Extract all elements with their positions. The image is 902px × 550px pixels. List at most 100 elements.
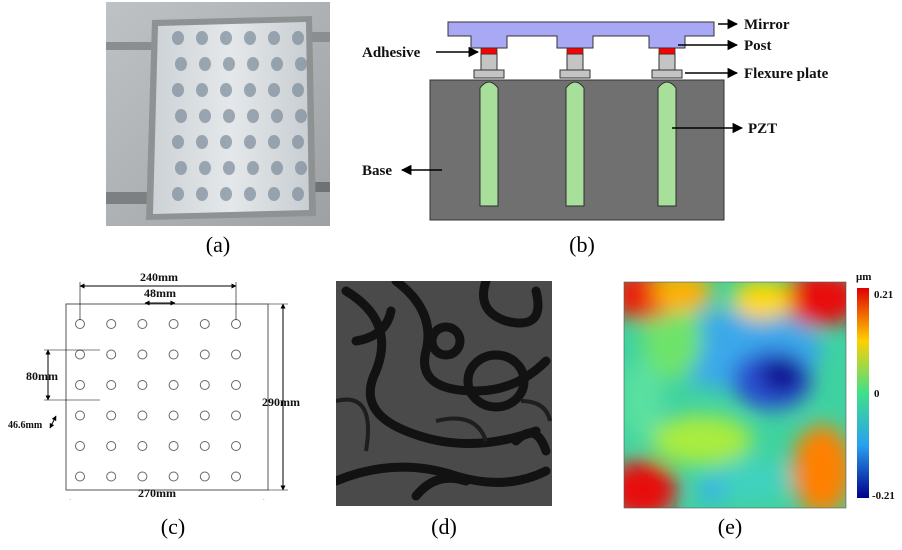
actuator-circle [137, 410, 148, 421]
actuator-dimple [220, 83, 232, 97]
actuator-dimple [295, 109, 307, 123]
actuator-circle [199, 349, 210, 360]
actuator-circle [106, 441, 117, 451]
actuator-dimple [220, 135, 232, 149]
actuator-dimple [175, 109, 187, 123]
actuator-dimple [172, 187, 184, 201]
actuator-dimple [295, 161, 307, 175]
dim-46-6: 46.6mm [8, 420, 43, 431]
actuator-circle [137, 441, 148, 451]
actuator-circle [75, 380, 85, 390]
actuator-circle [106, 410, 117, 421]
dim-80: 80mm [26, 369, 58, 383]
actuator-dimple [268, 187, 280, 201]
actuator-dimple [244, 135, 256, 149]
actuator-dimple [244, 187, 256, 201]
caption-e: (e) [717, 514, 743, 539]
actuator-circle [137, 319, 148, 329]
mirror-outline [65, 303, 269, 491]
actuator-circle [75, 349, 85, 360]
actuator-dimple [292, 83, 304, 97]
actuator-dimple [196, 83, 208, 97]
actuator-dimple [271, 57, 283, 71]
actuator-dimple [172, 83, 184, 97]
actuator-dimple [220, 31, 232, 45]
actuator-dimple [247, 109, 259, 123]
actuator-dimple [199, 57, 211, 71]
actuator-circle [106, 380, 117, 390]
actuator-circle [106, 319, 117, 329]
colorbar-unit: μm [856, 271, 871, 283]
actuator-circle [168, 471, 179, 482]
actuator-circle [199, 380, 210, 390]
panel-d-interferogram [336, 281, 552, 506]
actuator-circle [75, 471, 85, 482]
interference-fringes [336, 281, 551, 501]
flexure-plates [473, 69, 683, 79]
adhesive-layers [480, 47, 676, 55]
label-mirror: Mirror [744, 17, 790, 33]
actuator-circle [106, 349, 117, 360]
actuator-dimple [295, 57, 307, 71]
actuator-circle [168, 349, 179, 360]
label-post: Post [744, 38, 772, 54]
actuator-dimple [175, 57, 187, 71]
caption-b: (b) [569, 232, 595, 257]
actuator-circle [137, 471, 148, 482]
actuator-circle [199, 410, 210, 421]
actuator-dimple [244, 83, 256, 97]
actuator-circle [137, 349, 148, 360]
deformable-mirror-photo [106, 2, 330, 226]
actuator-circle [168, 441, 179, 451]
colorbar-min: -0.21 [872, 490, 895, 502]
actuator-dimple [244, 31, 256, 45]
dim-270: 270mm [138, 486, 176, 500]
actuator-dimple [196, 31, 208, 45]
actuator-circle [231, 349, 241, 360]
actuator-circle [231, 319, 241, 329]
panel-b-cross-section: Mirror Post Adhesive Flexure plate PZT B… [352, 2, 882, 227]
dim-48: 48mm [144, 286, 176, 300]
actuator-dimple [292, 135, 304, 149]
label-pzt: PZT [748, 121, 777, 137]
actuator-dimples [172, 31, 307, 201]
actuator-circle [168, 410, 179, 421]
actuator-circle [137, 380, 148, 390]
panel-a-photo [106, 2, 330, 226]
actuator-dimple [196, 135, 208, 149]
actuator-circle [168, 380, 179, 390]
actuator-dimple [292, 31, 304, 45]
actuator-dimple [223, 109, 235, 123]
label-flexure-plate: Flexure plate [744, 66, 829, 82]
actuator-dimple [223, 57, 235, 71]
panel-e-surface-map: μm 0.21 0 -0.21 [612, 270, 902, 510]
colorbar-max: 0.21 [874, 289, 893, 301]
actuator-circle [75, 319, 85, 329]
fringe-secondary [336, 397, 552, 452]
pzt-columns [479, 81, 677, 207]
actuator-dimple [247, 161, 259, 175]
actuator-dimple [199, 109, 211, 123]
actuator-dimple [268, 135, 280, 149]
actuator-dimple [292, 187, 304, 201]
actuator-circle [231, 471, 241, 482]
actuator-circle [75, 441, 85, 451]
dim-290: 290mm [262, 395, 300, 409]
dim-240: 240mm [140, 270, 178, 284]
actuator-circle [199, 471, 210, 482]
label-adhesive: Adhesive [362, 45, 421, 61]
actuator-dimple [175, 161, 187, 175]
actuator-dimple [247, 57, 259, 71]
label-base: Base [362, 163, 392, 179]
actuator-circle [106, 471, 117, 482]
actuator-dimple [271, 161, 283, 175]
actuator-circle [199, 319, 210, 329]
actuator-dimple [268, 31, 280, 45]
caption-d: (d) [431, 514, 457, 539]
actuator-dimple [268, 83, 280, 97]
actuator-circle [168, 319, 179, 329]
caption-a: (a) [205, 232, 231, 257]
caption-c: (c) [160, 514, 186, 539]
actuator-dimple [271, 109, 283, 123]
mirror-plate [447, 21, 715, 49]
